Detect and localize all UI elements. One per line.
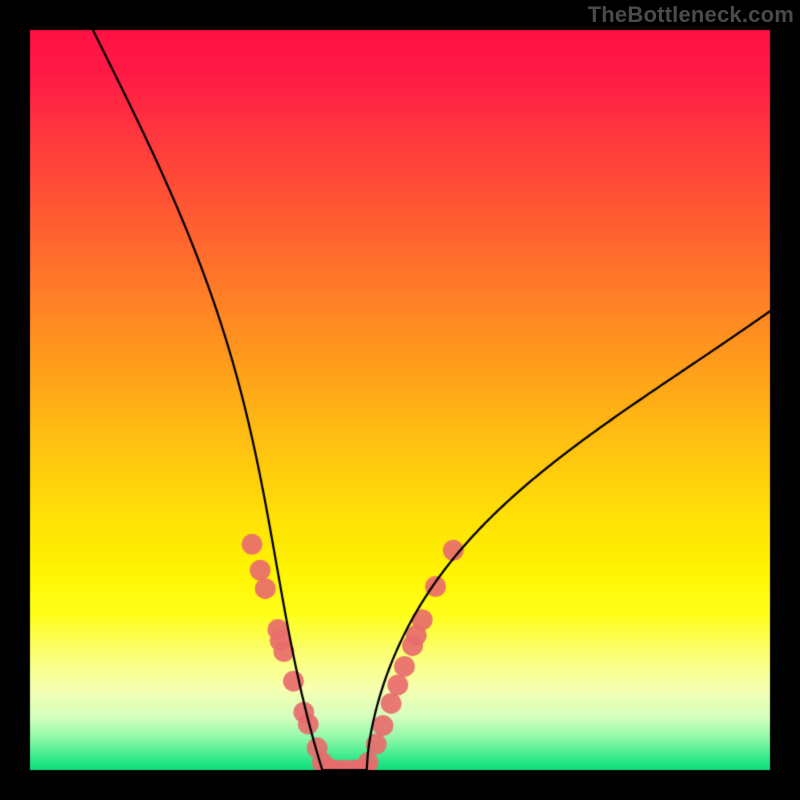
watermark-label: TheBottleneck.com xyxy=(588,2,794,28)
bottleneck-chart xyxy=(0,0,800,800)
